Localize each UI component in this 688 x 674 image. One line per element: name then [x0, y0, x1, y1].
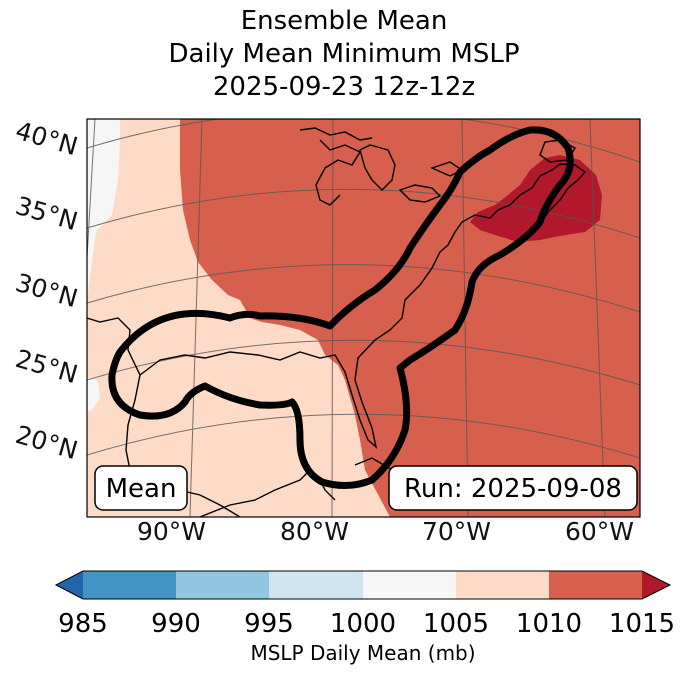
title-line-3: 2025-09-23 12z-12z [212, 72, 476, 102]
colorbar-bin-1010-1015 [549, 571, 642, 599]
colorbar-tick-990: 990 [151, 609, 201, 639]
field-1000-1005-small [87, 378, 100, 412]
colorbar-tick-1005: 1005 [423, 609, 489, 639]
lon-label-80: 80°W [280, 517, 349, 546]
colorbar-tick-1010: 1010 [516, 609, 582, 639]
colorbar-extend-low [56, 571, 83, 599]
colorbar-bin-990-995 [176, 571, 269, 599]
colorbar-tick-1015: 1015 [609, 609, 675, 639]
colorbar-bin-995-1000 [269, 571, 363, 599]
lon-label-60: 60°W [565, 517, 634, 546]
mean-label: Mean [106, 474, 177, 504]
colorbar-bin-1005-1010 [456, 571, 549, 599]
colorbar-bin-1000-1005 [363, 571, 456, 599]
ensemble-mean-contour [108, 126, 574, 489]
run-label: Run: 2025-09-08 [404, 474, 622, 504]
colorbar: 985 990 995 1000 1005 1010 1015 MSLP Dai… [54, 570, 675, 665]
colorbar-label: MSLP Daily Mean (mb) [250, 641, 475, 665]
colorbar-bin-985-990 [83, 571, 176, 599]
colorbar-tick-995: 995 [244, 609, 294, 639]
title-line-2: Daily Mean Minimum MSLP [168, 39, 520, 69]
lon-label-70: 70°W [422, 517, 491, 546]
field-1000-1005 [87, 119, 120, 300]
lat-label-40: 40°N [12, 116, 81, 161]
map-area [87, 119, 640, 517]
run-box: Run: 2025-09-08 [388, 465, 638, 511]
lat-label-25: 25°N [12, 344, 81, 389]
colorbar-outline [54, 570, 672, 600]
map-frame [86, 118, 641, 518]
title-line-1: Ensemble Mean [240, 6, 448, 36]
lat-label-35: 35°N [12, 191, 81, 236]
lat-label-20: 20°N [12, 420, 81, 465]
lon-label-90: 90°W [137, 517, 206, 546]
colorbar-tick-1000: 1000 [330, 609, 396, 639]
colorbar-extend-high [642, 571, 670, 599]
lat-label-30: 30°N [12, 268, 81, 313]
mean-box: Mean [94, 465, 188, 511]
colorbar-tick-985: 985 [58, 609, 108, 639]
